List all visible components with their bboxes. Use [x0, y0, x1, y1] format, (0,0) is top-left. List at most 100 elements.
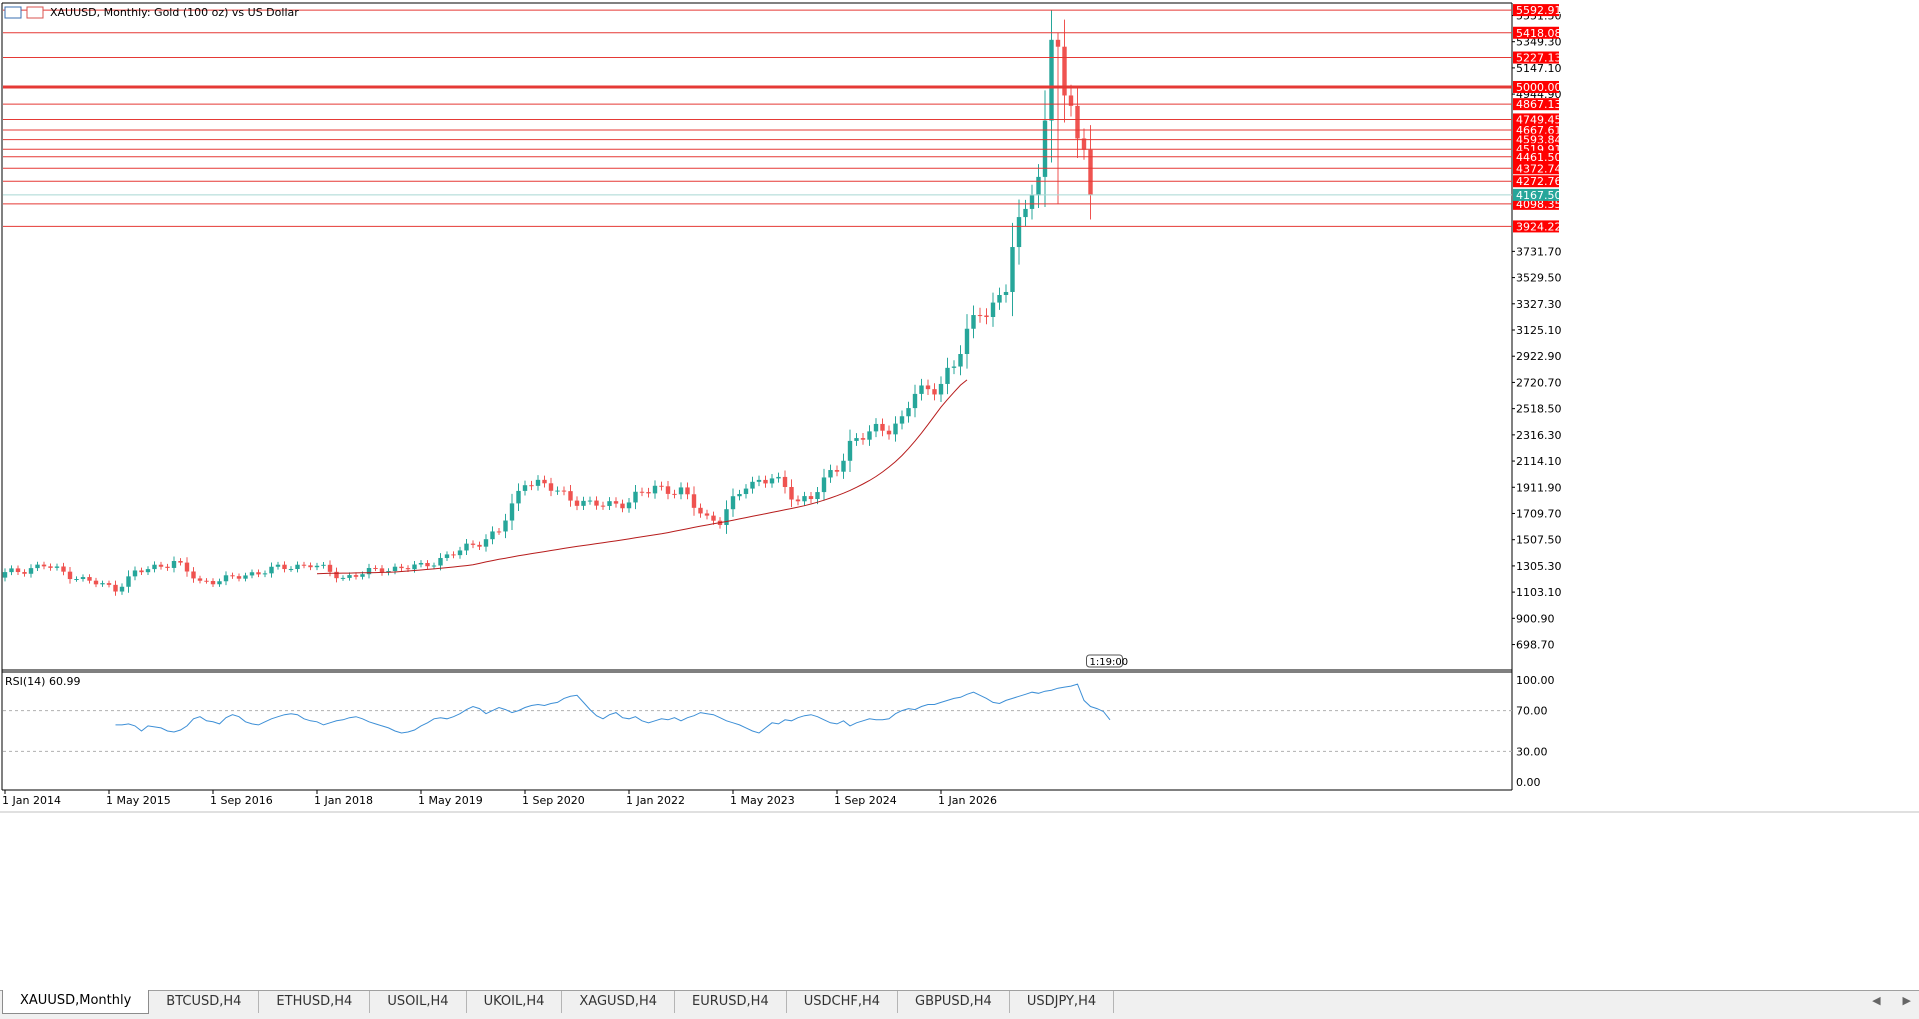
candle-bull [438, 557, 443, 566]
chart-tab[interactable]: XAGUSD,H4 [562, 991, 676, 1013]
candle-bull [581, 500, 586, 506]
price-level-label: 5000.00 [1516, 81, 1562, 94]
chart-canvas[interactable]: 5551.505349.305147.104944.903731.703529.… [0, 0, 1919, 990]
chart-tab[interactable]: EURUSD,H4 [675, 991, 787, 1013]
candle-bull [802, 496, 807, 502]
chart-tab[interactable]: UKOIL,H4 [467, 991, 563, 1013]
candle-bull [444, 554, 450, 558]
rsi-axis-label: 100.00 [1516, 674, 1555, 687]
candle-bull [269, 566, 274, 574]
price-level-label-bg [1513, 150, 1559, 163]
candle-bear [93, 580, 99, 585]
candle-bull [418, 562, 424, 565]
candle-bull [9, 568, 14, 573]
candle-bull [776, 476, 781, 479]
price-axis-label: 3327.30 [1516, 298, 1562, 311]
candle-bear [672, 493, 677, 495]
candle-bear [425, 562, 430, 567]
candle-bear [373, 567, 378, 569]
candle-bear [41, 564, 47, 567]
tab-scroll-controls: ◀ ▶ [1872, 994, 1911, 1007]
candle-bull [262, 573, 268, 575]
candle-bear [932, 389, 937, 395]
candle-bull [724, 509, 729, 525]
price-level-label: 4372.74 [1516, 162, 1562, 175]
candle-bull [633, 491, 638, 503]
price-level-label-bg [1513, 175, 1559, 188]
candle-bull [74, 579, 79, 581]
candle-bull [945, 367, 950, 384]
candle-bull [288, 569, 294, 571]
candle-bear [782, 476, 788, 487]
candle-bear [1062, 46, 1067, 96]
candle-bull [1003, 291, 1009, 296]
candle-bear [977, 315, 983, 317]
candle-bear [210, 581, 216, 585]
candle-bear [860, 438, 866, 440]
candle-bull [873, 423, 879, 432]
candle-bull [867, 431, 872, 440]
candle-bull [431, 565, 437, 567]
candle-bear [353, 575, 359, 577]
chart-tab[interactable]: USOIL,H4 [370, 991, 467, 1013]
candle-bear [925, 385, 931, 390]
chart-tab[interactable]: GBPUSD,H4 [898, 991, 1010, 1013]
price-axis-label: 1507.50 [1516, 534, 1562, 547]
candle-bull [386, 571, 391, 573]
time-axis-label: 1 Jan 2026 [938, 794, 997, 807]
price-axis-label: 5147.10 [1516, 62, 1562, 75]
candle-bear [704, 513, 710, 516]
price-axis-label: 2316.30 [1516, 429, 1562, 442]
rsi-title: RSI(14) 60.99 [5, 675, 80, 688]
candle-bull [295, 564, 300, 570]
candle-bull [906, 408, 911, 417]
candle-bull [223, 575, 229, 582]
candle-bear [789, 486, 794, 500]
chart-tab[interactable]: USDJPY,H4 [1010, 991, 1115, 1013]
chart-window[interactable]: 5551.505349.305147.104944.903731.703529.… [0, 0, 1919, 990]
chart-tab[interactable]: BTCUSD,H4 [149, 991, 260, 1013]
candle-bear [685, 487, 690, 495]
candle-bear [600, 505, 606, 507]
candle-bull [243, 575, 248, 579]
candle-bull [412, 564, 417, 570]
price-level-label: 5227.13 [1516, 52, 1562, 65]
chart-tab[interactable]: ETHUSD,H4 [259, 991, 371, 1013]
candle-bull [750, 481, 755, 489]
chart-title: XAUUSD, Monthly: Gold (100 oz) vs US Dol… [50, 6, 299, 19]
candle-bear [574, 500, 580, 506]
scroll-left-icon[interactable]: ◀ [1872, 994, 1881, 1007]
candle-bear [665, 486, 671, 494]
candle-bear [1068, 95, 1074, 106]
candle-bull [360, 574, 365, 577]
candle-bear [334, 571, 339, 579]
price-axis-label: 2720.70 [1516, 376, 1562, 389]
chart-tab[interactable]: XAUUSD,Monthly [2, 990, 150, 1014]
one-click-trading-icon[interactable] [26, 6, 44, 19]
candle-bear [379, 568, 385, 573]
price-level-label-bg [1513, 80, 1559, 93]
candle-bull [769, 478, 775, 484]
candle-bear [22, 572, 27, 574]
price-axis-label: 1709.70 [1516, 507, 1562, 520]
candle-bear [158, 564, 164, 567]
price-level-label: 4272.76 [1516, 175, 1562, 188]
candle-bull [347, 575, 352, 578]
time-axis-label: 1 May 2019 [418, 794, 483, 807]
candle-bull [678, 487, 684, 495]
price-axis-label: 1911.90 [1516, 481, 1562, 494]
candle-bull [847, 440, 853, 461]
bar-countdown: 1:19:00 [1090, 657, 1129, 668]
scroll-right-icon[interactable]: ▶ [1902, 994, 1911, 1007]
candle-bear [67, 571, 73, 580]
price-level-label-bg [1513, 162, 1559, 175]
chart-tab[interactable]: USDCHF,H4 [787, 991, 899, 1013]
candle-bear [646, 492, 651, 494]
candle-bull [1029, 195, 1035, 209]
chart-background [1, 1, 1918, 989]
candle-bull [737, 494, 742, 497]
candle-bear [620, 503, 625, 509]
candle-bull [652, 485, 658, 494]
chart-window-icon[interactable] [4, 6, 22, 19]
candle-bull [964, 328, 970, 355]
